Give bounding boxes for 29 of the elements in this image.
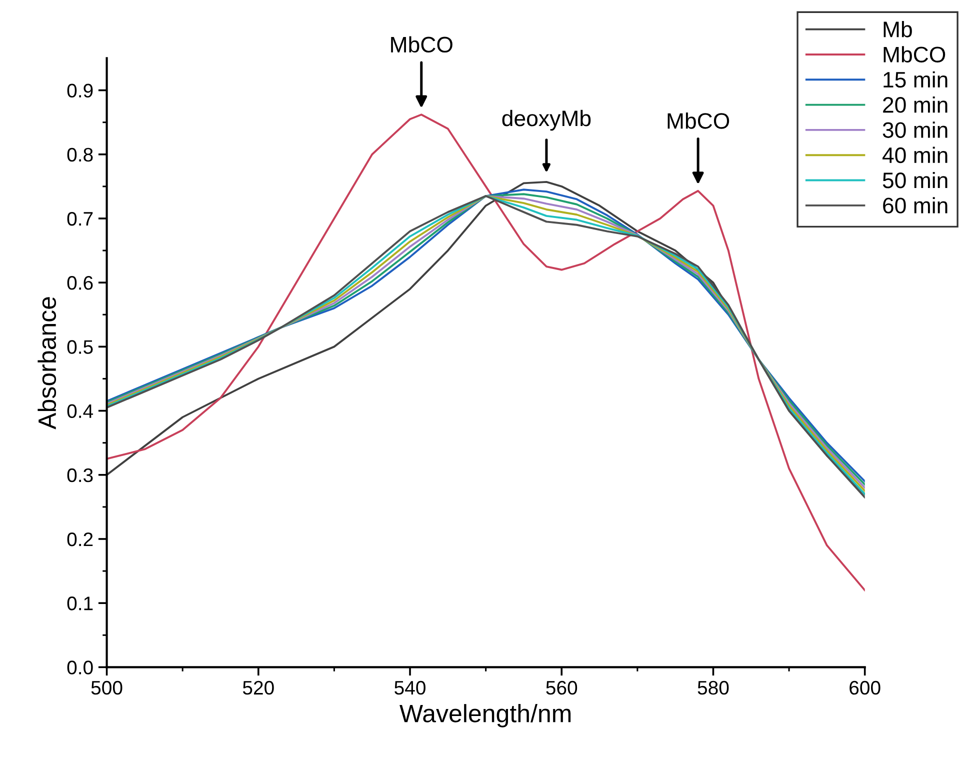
- y-tick-label: 0.6: [67, 276, 93, 290]
- legend-label: 15 min: [884, 71, 948, 88]
- y-tick-label: 0.2: [67, 532, 93, 546]
- y-tick-label: 0.0: [67, 660, 93, 674]
- x-tick-label: 500: [91, 680, 122, 695]
- y-tick-label: 0.7: [67, 212, 93, 226]
- legend-label: 40 min: [882, 146, 948, 164]
- y-tick-label: 0.3: [67, 468, 93, 482]
- x-axis-title: Wavelength/nm: [400, 704, 571, 728]
- legend-label: 50 min: [882, 172, 948, 188]
- y-tick-label: 0.1: [67, 596, 93, 610]
- y-tick-label: 0.8: [67, 148, 93, 162]
- x-tick-label: 600: [850, 680, 880, 695]
- legend-label: MbCO: [884, 46, 946, 62]
- annotation: deoxyMb: [502, 110, 591, 131]
- x-tick-label: 580: [698, 680, 729, 695]
- annotation: MbCO: [391, 36, 452, 53]
- legend-label: Mb: [884, 20, 912, 38]
- y-tick-label: 0.5: [67, 340, 93, 354]
- legend-label: 20 min: [883, 96, 948, 113]
- legend-label: 60 min: [883, 197, 948, 214]
- x-tick-label: 560: [546, 680, 578, 695]
- legend-label: 30 min: [882, 122, 948, 138]
- y-axis-title: Absorbance: [38, 297, 56, 430]
- annotation: MbCO: [668, 112, 730, 129]
- y-tick-label: 0.4: [67, 404, 94, 418]
- x-tick-label: 540: [394, 680, 426, 695]
- x-tick-label: 520: [242, 680, 274, 695]
- y-tick-label: 0.9: [67, 84, 93, 98]
